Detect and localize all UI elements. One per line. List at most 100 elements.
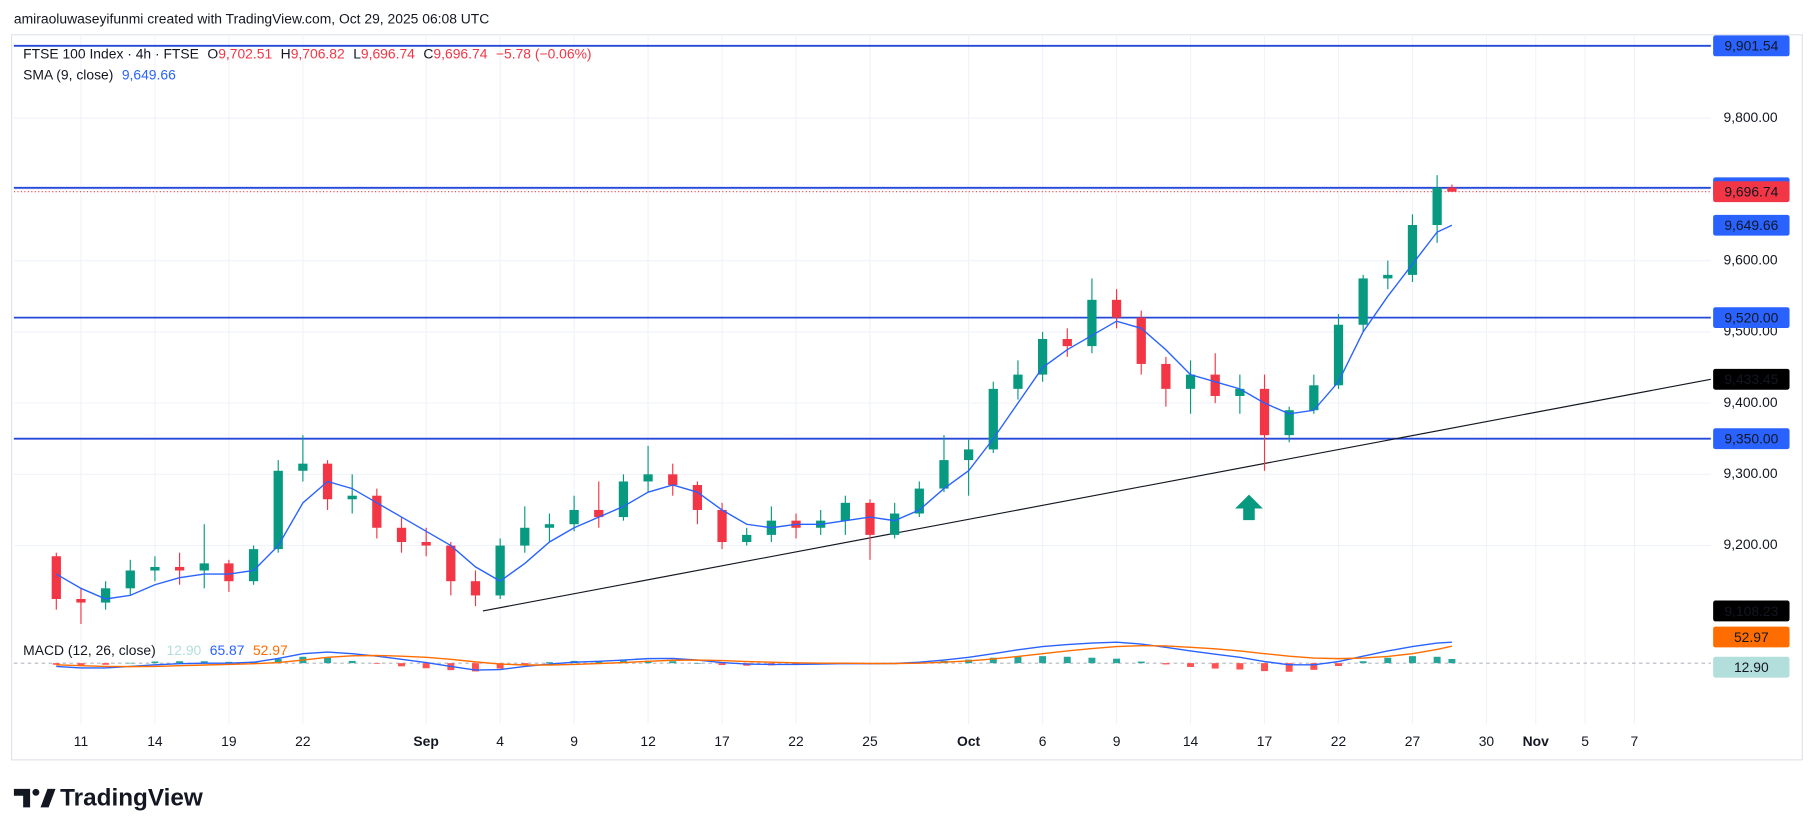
x-tick-label: 7 [1631, 733, 1639, 749]
candle-body [668, 474, 678, 486]
credit: amiraoluwaseyifunmi created with Trading… [14, 10, 489, 26]
x-tick-label: 17 [714, 733, 730, 749]
candle-body [1013, 374, 1023, 389]
ohlc-key: O [207, 45, 218, 61]
candle-body [742, 534, 752, 543]
macd-histogram-bar [176, 661, 184, 664]
frame [10, 34, 1803, 761]
candle-body [51, 556, 61, 600]
ohlc-key: L [353, 45, 361, 61]
candle-body [939, 460, 949, 489]
x-tick-label: 14 [147, 733, 163, 749]
candle-body [890, 513, 900, 535]
candle-body [1136, 317, 1146, 364]
candle-body [150, 566, 160, 571]
candle-body [273, 470, 283, 550]
x-tick-label: 22 [788, 733, 804, 749]
candle-body [298, 463, 308, 471]
x-tick-label: 25 [862, 733, 878, 749]
y-tick-label: 9,200.00 [1724, 536, 1778, 552]
candle-body [1309, 385, 1319, 411]
candle-body [1447, 187, 1457, 192]
y-tick-label: 9,400.00 [1724, 394, 1778, 410]
macd-name: MACD (12, 26, close) [23, 642, 156, 658]
price-label-box [1713, 181, 1790, 203]
candle-body [1407, 225, 1418, 275]
sma-legend: SMA (9, close) 9,649.66 [23, 66, 176, 82]
macd-histogram-bar [348, 660, 356, 664]
macd-histogram-bar [1359, 661, 1367, 664]
candle-body [396, 527, 407, 543]
candle-body [347, 495, 357, 500]
macd-histogram-bar [545, 662, 553, 664]
price-label-box [1713, 428, 1790, 450]
ohlc-value: 9,696.74 [361, 45, 415, 61]
macd-histogram-bar [595, 660, 603, 664]
candle-body [1284, 410, 1294, 436]
ohlc-value: 9,702.51 [218, 45, 272, 61]
macd-histogram-bar [1014, 656, 1022, 664]
macd-histogram-bar [1113, 658, 1121, 664]
grid-layer [13, 34, 1711, 724]
price-label: 9,696.74 [1724, 184, 1778, 200]
macd-histogram-bar [619, 660, 627, 664]
trendline [482, 378, 1711, 612]
candle-body [1235, 388, 1245, 396]
candle-body [1087, 299, 1097, 347]
candle-body [174, 566, 185, 571]
candle-body [914, 488, 924, 514]
price-label: 9,433.45 [1724, 371, 1778, 387]
candle-body [1259, 388, 1270, 436]
price-label-box [1713, 626, 1790, 648]
macd-histogram-bar [1261, 663, 1268, 672]
price-label: 9,350.00 [1724, 431, 1778, 447]
logo-mark [32, 788, 40, 796]
candle-body [125, 570, 135, 589]
macd-histogram-bar [669, 661, 677, 664]
x-tick-label: Nov [1523, 733, 1549, 749]
x-tick-label: 6 [1039, 733, 1047, 749]
candle-body [1432, 187, 1442, 226]
candle-body [76, 599, 86, 603]
candle-body [1111, 299, 1122, 318]
x-tick-label: 14 [1183, 733, 1199, 749]
macd-legend: MACD (12, 26, close) 12.90 65.87 52.97 [23, 642, 288, 658]
candle-body [643, 474, 653, 482]
x-tick-label: 22 [1331, 733, 1347, 749]
change: −5.78 (−0.06%) [496, 45, 592, 61]
candle-body [964, 449, 974, 461]
macd-histogram-bar [274, 659, 282, 664]
price-label-box [1713, 600, 1790, 622]
price-label-box [1713, 35, 1790, 57]
x-tick-label: 11 [74, 733, 89, 749]
x-tick-label: Sep [413, 733, 438, 749]
macd-histogram-bar [693, 663, 701, 664]
x-tick-label: 12 [640, 733, 656, 749]
price-label-box [1713, 307, 1790, 329]
candle-body [1383, 274, 1393, 279]
candle-body [1185, 374, 1196, 389]
x-tick-label: 17 [1257, 733, 1273, 749]
symbol-legend: FTSE 100 Index · 4h · FTSE O9,702.51 H9,… [23, 45, 591, 61]
candle-body [248, 549, 259, 582]
logo-mark [40, 788, 56, 808]
macd-histogram-bar [398, 663, 405, 667]
x-tick-label: Oct [957, 733, 981, 749]
sma-value: 9,649.66 [122, 66, 176, 82]
candle-body [988, 388, 998, 450]
macd-histogram-bar [1335, 663, 1342, 667]
price-label: 9,901.54 [1724, 38, 1778, 54]
macd-histogram-bar [200, 661, 208, 664]
sma-name: SMA (9, close) [23, 66, 113, 82]
price-label-box [1713, 656, 1790, 678]
macd-histogram-bar [77, 663, 85, 666]
macd-hist-value: 12.90 [167, 642, 202, 658]
candle-body [520, 527, 530, 546]
candle-body [470, 581, 481, 596]
candle-body [569, 509, 579, 525]
logo-mark [13, 788, 31, 808]
macd-histogram-bar [1236, 663, 1244, 670]
macd-histogram-bar [1187, 663, 1195, 667]
macd-histogram-bar [1285, 663, 1293, 672]
